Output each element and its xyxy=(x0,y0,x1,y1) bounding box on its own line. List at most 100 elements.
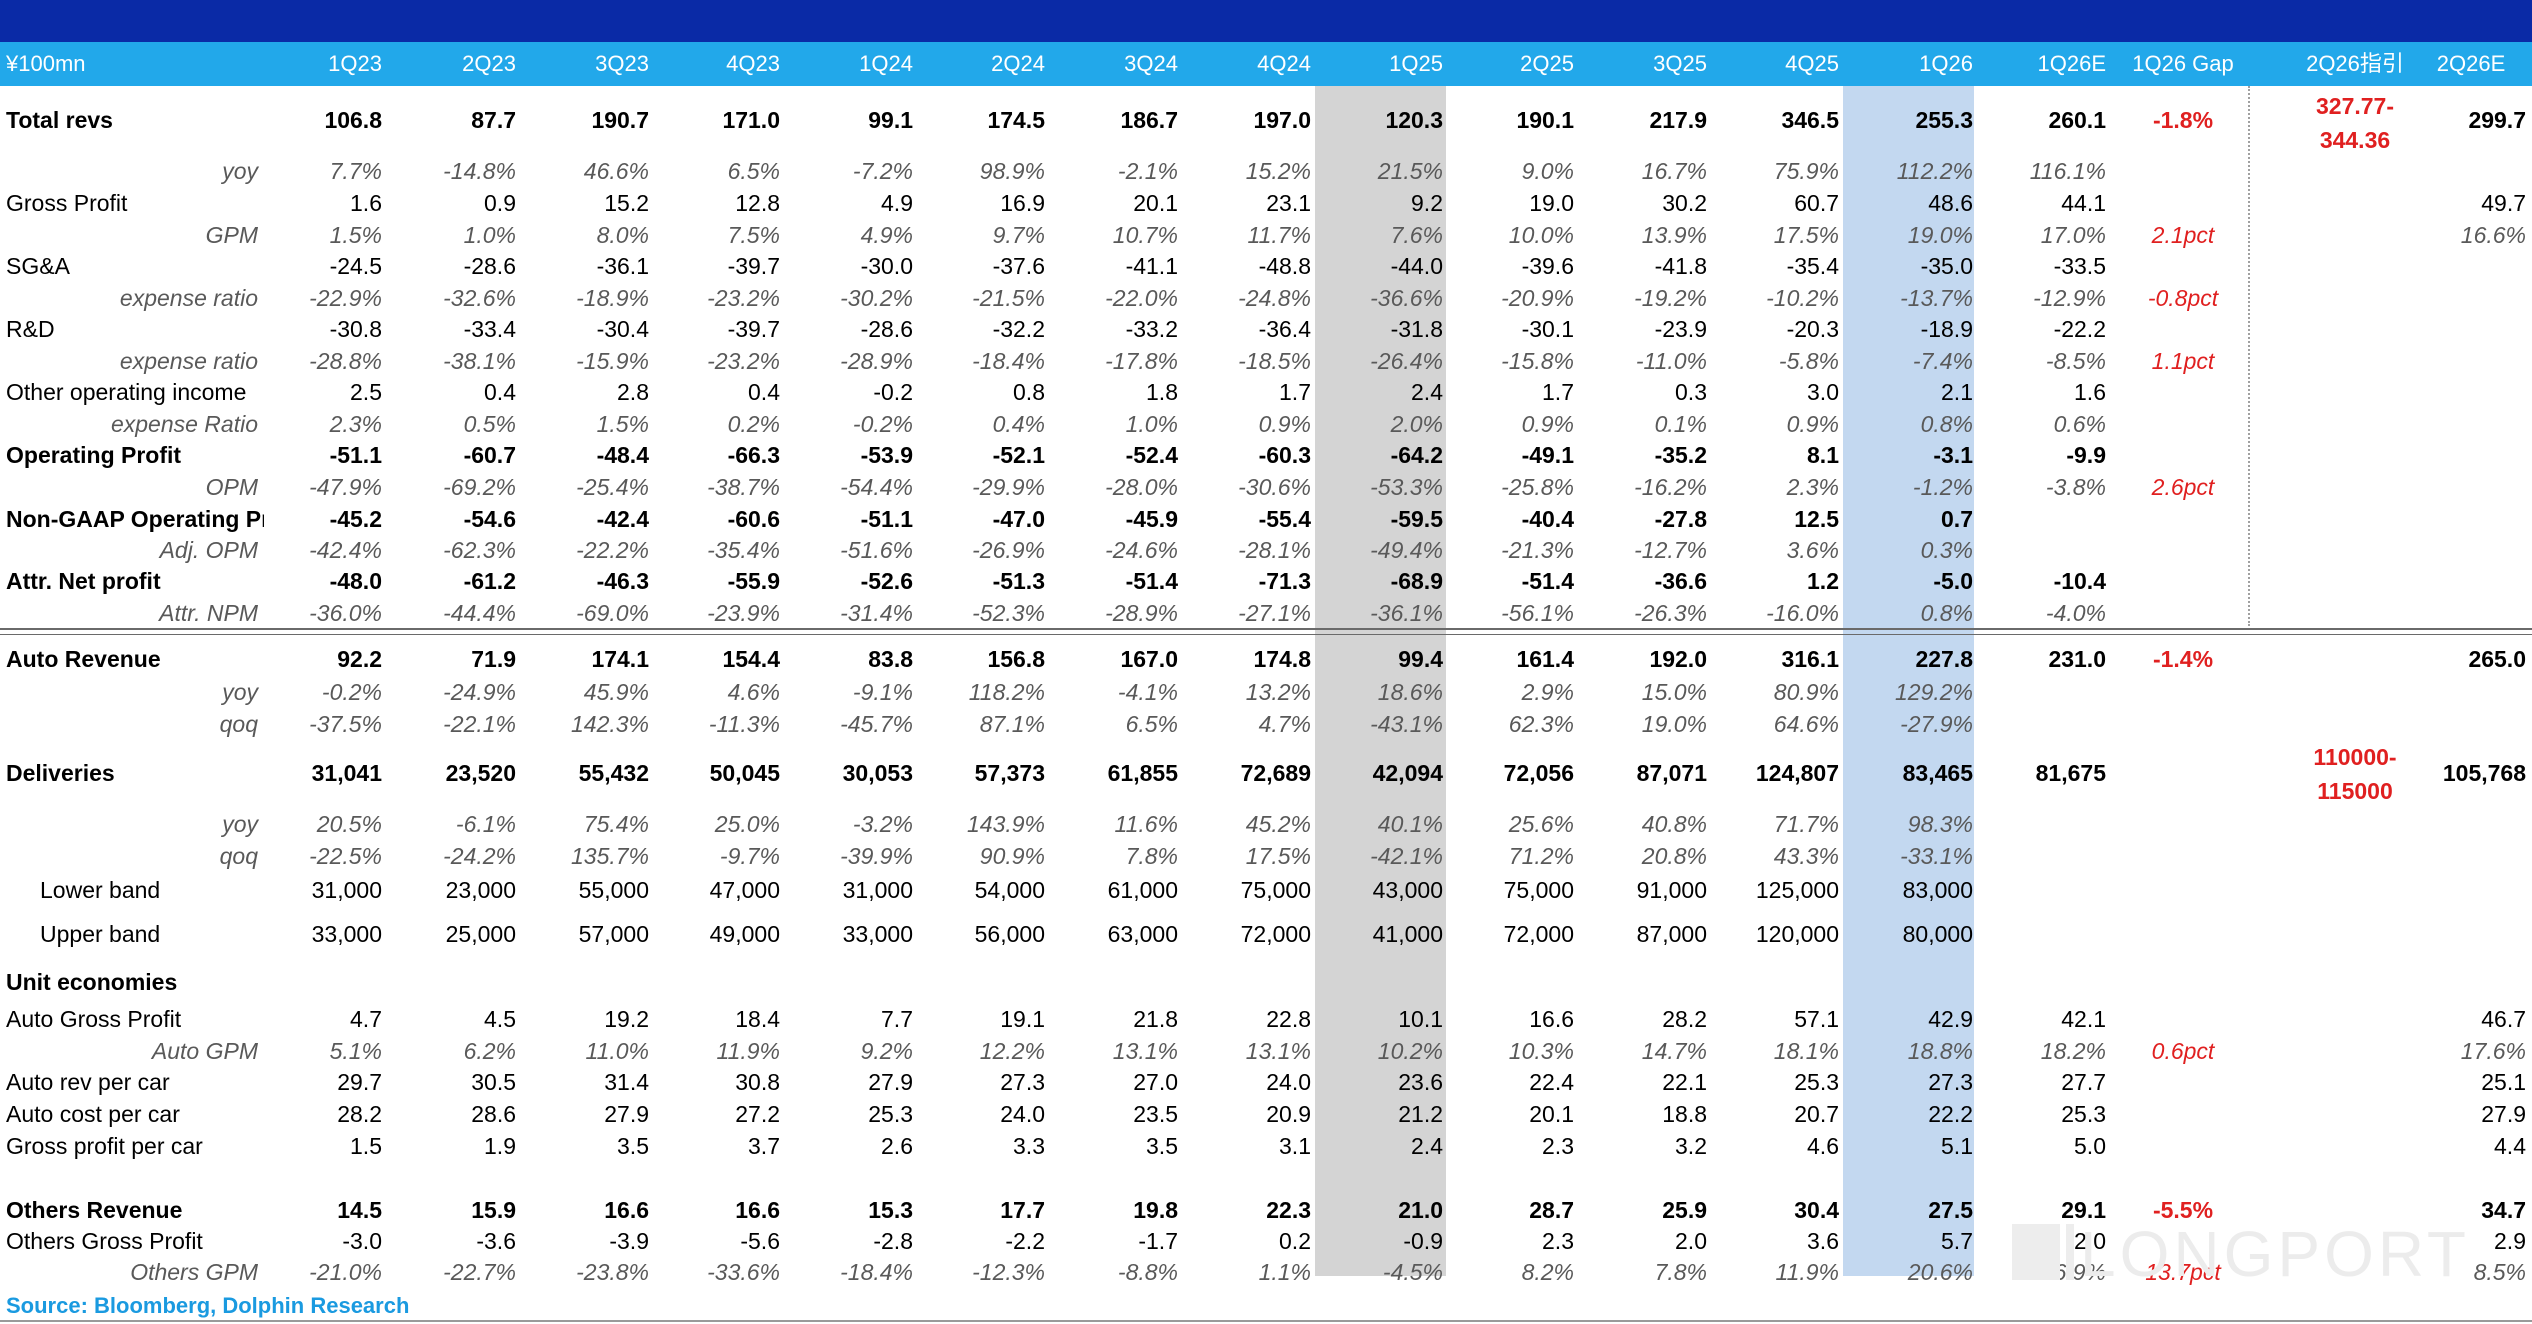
cell-yoy-4q23: 25.0% xyxy=(714,811,780,837)
cell-operating-profit-1q23: -51.1 xyxy=(329,442,382,468)
cell-attr-npm-4q23: -23.9% xyxy=(707,600,780,626)
cell-yoy-2q24: 98.9% xyxy=(979,158,1045,184)
cell-sg-a-4q24: -48.8 xyxy=(1258,253,1311,279)
cell-auto-cost-per-car-1q25: 21.2 xyxy=(1398,1101,1443,1127)
cell-others-revenue-2q26e: 34.7 xyxy=(2481,1197,2526,1223)
cell-qoq-3q24: 6.5% xyxy=(1125,711,1178,737)
cell-qoq-4q24: 4.7% xyxy=(1258,711,1311,737)
cell-upper-band-2q24: 56,000 xyxy=(974,921,1045,947)
cell-auto-revenue-4q24: 174.8 xyxy=(1253,646,1311,672)
cell-auto-gpm-3q25: 14.7% xyxy=(1641,1038,1707,1064)
row-label-gpm: GPM xyxy=(205,222,258,248)
cell-auto-gpm-3q23: 11.0% xyxy=(585,1038,649,1064)
cell-expense-ratio-2q25: -20.9% xyxy=(1501,285,1574,311)
cell-auto-gpm-4q24: 13.1% xyxy=(1245,1038,1311,1064)
cell-auto-gpm-1q26: 18.8% xyxy=(1907,1038,1973,1064)
cell-qoq-4q23: -11.3% xyxy=(708,711,780,737)
cell-auto-cost-per-car-4q24: 20.9 xyxy=(1266,1101,1311,1127)
cell-operating-profit-4q25: 8.1 xyxy=(1807,442,1839,468)
cell-lower-band-2q25: 75,000 xyxy=(1503,877,1574,903)
cell-gross-profit-per-car-1q25: 2.4 xyxy=(1411,1133,1443,1159)
cell-deliveries-4q25: 124,807 xyxy=(1755,760,1839,786)
cell-qoq-1q25: -43.1% xyxy=(1370,711,1443,737)
cell-yoy-3q25: 16.7% xyxy=(1641,158,1707,184)
row-label-opm: OPM xyxy=(205,474,258,500)
cell-opm-2q24: -29.9% xyxy=(972,474,1045,500)
cell-non-gaap-operating-profit-1q26: 0.7 xyxy=(1941,506,1973,532)
cell-total-revs-4q24: 197.0 xyxy=(1253,107,1311,133)
column-header-2q24: 2Q24 xyxy=(991,51,1045,76)
cell-total-revs-2q26e: 299.7 xyxy=(2468,107,2526,133)
cell-attr-net-profit-3q23: -46.3 xyxy=(596,568,649,594)
row-label-qoq: qoq xyxy=(219,843,258,869)
cell-auto-cost-per-car-3q23: 27.9 xyxy=(604,1101,649,1127)
cell-upper-band-3q25: 87,000 xyxy=(1636,921,1707,947)
cell-others-revenue-1q24: 15.3 xyxy=(868,1197,913,1223)
cell-auto-gpm-1q25: 10.2% xyxy=(1377,1038,1443,1064)
cell-yoy-1q26: 112.2% xyxy=(1896,158,1973,184)
cell-total-revs-1q23: 106.8 xyxy=(324,107,382,133)
cell-others-revenue-1q26-gap: -5.5% xyxy=(2152,1197,2214,1223)
row-label-yoy: yoy xyxy=(222,811,258,837)
cell-lower-band-2q23: 23,000 xyxy=(445,877,516,903)
cell-gross-profit-per-car-4q24: 3.1 xyxy=(1279,1133,1311,1159)
cell-deliveries-1q24: 30,053 xyxy=(842,760,913,786)
cell-auto-rev-per-car-3q24: 27.0 xyxy=(1133,1069,1178,1095)
cell-lower-band-2q24: 54,000 xyxy=(974,877,1045,903)
cell-deliveries-2q25: 72,056 xyxy=(1503,760,1574,786)
cell-others-gpm-1q26: 20.6% xyxy=(1907,1259,1973,1285)
cell-sg-a-4q25: -35.4 xyxy=(1786,253,1839,279)
cell-lower-band-4q23: 47,000 xyxy=(709,877,780,903)
cell-lower-band-4q24: 75,000 xyxy=(1240,877,1311,903)
cell-attr-net-profit-3q24: -51.4 xyxy=(1125,568,1178,594)
cell-r-d-2q24: -32.2 xyxy=(992,316,1045,342)
cell-adj-opm-3q23: -22.2% xyxy=(576,537,649,563)
cell-attr-net-profit-3q25: -36.6 xyxy=(1654,568,1707,594)
cell-other-operating-income-1q26: 2.1 xyxy=(1941,379,1973,405)
row-label-r-d: R&D xyxy=(6,316,55,342)
cell-lower-band-3q25: 91,000 xyxy=(1636,877,1707,903)
cell-others-gross-profit-1q25: -0.9 xyxy=(1403,1228,1443,1254)
cell-other-operating-income-3q24: 1.8 xyxy=(1146,379,1178,405)
cell-attr-npm-1q26e: -4.0% xyxy=(2045,600,2106,626)
cell-others-gpm-4q24: 1.1% xyxy=(1258,1259,1311,1285)
cell-others-gpm-1q24: -18.4% xyxy=(840,1259,913,1285)
cell-auto-gross-profit-3q23: 19.2 xyxy=(604,1006,649,1032)
cell-expense-ratio-2q24: -21.5% xyxy=(972,285,1045,311)
cell-gpm-3q24: 10.7% xyxy=(1112,222,1178,248)
unit-label: ¥100mn xyxy=(6,51,86,76)
cell-yoy-3q25: 40.8% xyxy=(1641,811,1707,837)
cell-operating-profit-4q24: -60.3 xyxy=(1258,442,1311,468)
cell-auto-cost-per-car-2q23: 28.6 xyxy=(471,1101,516,1127)
cell-sg-a-3q24: -41.1 xyxy=(1125,253,1178,279)
cell-expense-ratio-2q23: -32.6% xyxy=(443,285,516,311)
cell-qoq-3q25: 20.8% xyxy=(1641,843,1707,869)
cell-non-gaap-operating-profit-1q24: -51.1 xyxy=(860,506,913,532)
cell-deliveries-3q25: 87,071 xyxy=(1636,760,1707,786)
cell-r-d-1q26: -18.9 xyxy=(1920,316,1973,342)
column-header-1q26: 1Q26 xyxy=(1919,51,1973,76)
cell-total-revs-1q26-gap: -1.8% xyxy=(2152,107,2214,133)
cell-gpm-4q23: 7.5% xyxy=(727,222,780,248)
cell-gross-profit-per-car-3q24: 3.5 xyxy=(1146,1133,1178,1159)
cell-auto-revenue-1q26-gap: -1.4% xyxy=(2152,646,2214,672)
cell-others-gpm-4q25: 11.9% xyxy=(1775,1259,1839,1285)
cell-gross-profit-per-car-1q24: 2.6 xyxy=(881,1133,913,1159)
cell-auto-rev-per-car-4q23: 30.8 xyxy=(735,1069,780,1095)
cell-total-revs-1q26: 255.3 xyxy=(1915,107,1973,133)
cell-auto-rev-per-car-3q25: 22.1 xyxy=(1662,1069,1707,1095)
cell-others-gross-profit-2q25: 2.3 xyxy=(1542,1228,1574,1254)
bottom-border xyxy=(0,1320,2532,1322)
cell-total-revs-3q25: 217.9 xyxy=(1649,107,1707,133)
cell-expense-ratio-2q25: 0.9% xyxy=(1521,411,1574,437)
cell-yoy-3q23: 46.6% xyxy=(583,158,649,184)
cell-r-d-3q24: -33.2 xyxy=(1125,316,1178,342)
cell-attr-npm-2q24: -52.3% xyxy=(972,600,1045,626)
cell-expense-ratio-3q24: 1.0% xyxy=(1125,411,1178,437)
section-separator-thin xyxy=(0,634,2532,635)
cell-gross-profit-per-car-2q24: 3.3 xyxy=(1013,1133,1045,1159)
watermark-logo-mark xyxy=(2012,1224,2060,1280)
cell-gross-profit-per-car-3q23: 3.5 xyxy=(617,1133,649,1159)
cell-auto-revenue-2q24: 156.8 xyxy=(987,646,1045,672)
cell-expense-ratio-2q23: -38.1% xyxy=(443,348,516,374)
